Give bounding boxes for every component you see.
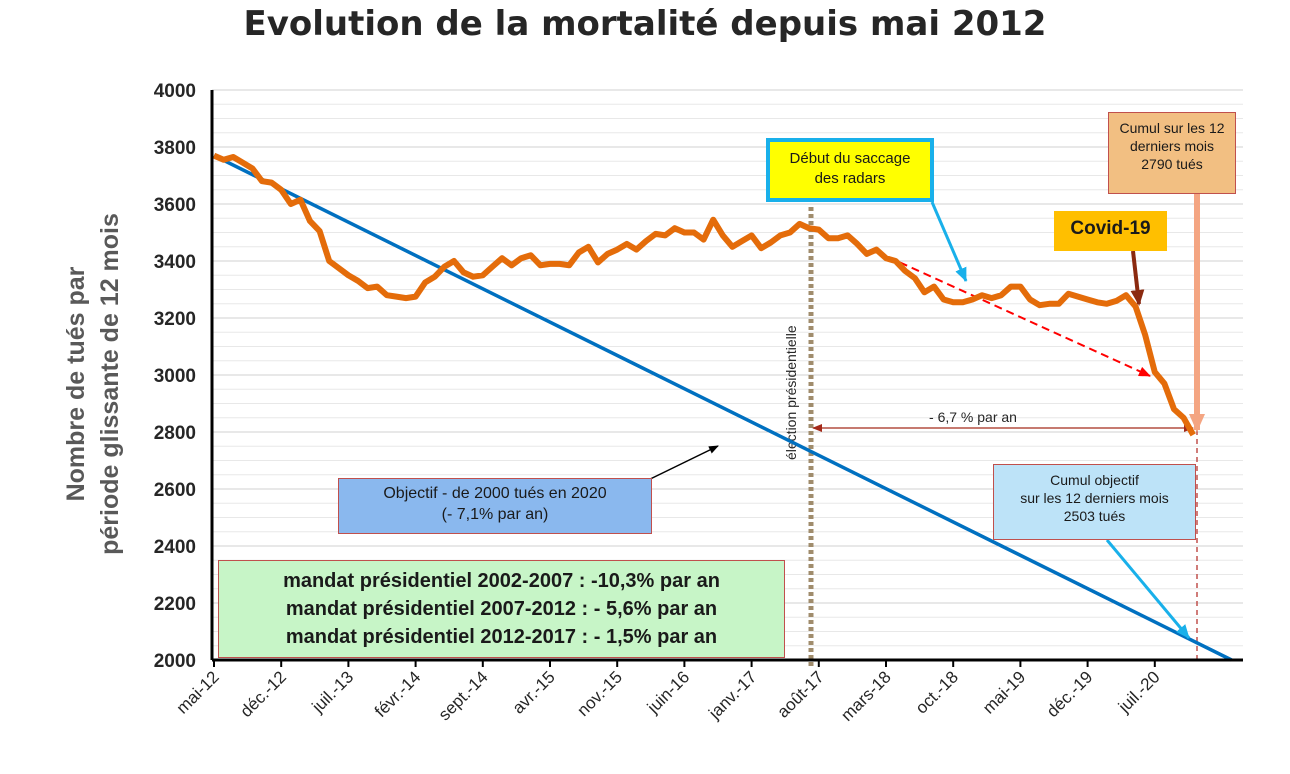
saccage-line1: Début du saccage [789, 150, 911, 167]
y-axis-title-line2: période glissante de 12 mois [96, 213, 124, 555]
mandat-line-3: mandat présidentiel 2012-2017 : - 1,5% p… [285, 626, 718, 648]
y-tick-labels: 4000 3800 3600 3400 3200 3000 2800 2600 2400 2200… [154, 81, 196, 672]
mandats-annotation: mandat présidentiel 2002-2007 : -10,3% p… [218, 560, 785, 658]
y-tick-label: 2000 [154, 651, 196, 672]
cumul12-line1: Cumul sur les 12 [1119, 120, 1225, 136]
election-label: élection présidentielle [783, 325, 799, 460]
objectif-annotation: Objectif - de 2000 tués en 2020 (- 7,1% … [338, 478, 652, 534]
covid-annotation: Covid-19 [1054, 211, 1167, 251]
x-tick-label: juil.-13 [308, 667, 358, 717]
objectif-line2: (- 7,1% par an) [441, 505, 549, 523]
x-tick-label: janv.-17 [704, 667, 760, 723]
cumul12-line2: derniers mois [1129, 138, 1215, 155]
chart-title: Evolution de la mortalité depuis mai 201… [243, 4, 1047, 44]
objcumul-line2: sur les 12 derniers mois [1020, 490, 1169, 507]
x-tick-label: mai-19 [979, 667, 1029, 717]
saccage-arrow [930, 201, 968, 282]
covid-arrow [1130, 250, 1145, 306]
saccage-line2: des radars [814, 169, 886, 187]
x-tick-label: juil.-20 [1114, 667, 1164, 717]
x-tick-label: avr.-15 [509, 667, 559, 717]
series-line-mortalite [212, 152, 1196, 437]
y-axis-title: Nombre de tués par [62, 266, 90, 501]
x-tick-label: févr.-14 [371, 667, 425, 721]
y-tick-label: 2400 [154, 537, 196, 558]
objcumul-annotation: Cumul objectif sur les 12 derniers mois … [993, 464, 1196, 540]
y-tick-label: 3800 [154, 138, 196, 159]
x-tick-label: août-17 [773, 667, 827, 721]
saccage-annotation: Début du saccage des radars [766, 138, 934, 202]
cumul12-annotation: Cumul sur les 12 derniers mois 2790 tués [1108, 112, 1236, 194]
y-tick-label: 2200 [154, 594, 196, 615]
mandat-line-2: mandat présidentiel 2007-2012 : - 5,6% p… [285, 598, 718, 620]
x-tick-labels: mai-12 déc.-12 juil.-13 févr.-14 sept.-14 avr… [173, 660, 1164, 725]
mandat-line-1: mandat présidentiel 2002-2007 : -10,3% p… [283, 570, 720, 592]
y-tick-label: 3400 [154, 252, 196, 273]
y-tick-label: 3200 [154, 309, 196, 330]
y-tick-label: 3600 [154, 195, 196, 216]
objcumul-line1: Cumul objectif [1050, 472, 1139, 488]
x-tick-label: nov.-15 [573, 667, 626, 720]
rate-label: - 6,7 % par an [929, 409, 1017, 425]
x-tick-label: déc.-19 [1043, 667, 1097, 721]
objectif-arrow [639, 445, 719, 485]
x-tick-label: déc.-12 [236, 667, 290, 721]
objectif-line1: Objectif - de 2000 tués en 2020 [383, 485, 607, 502]
x-tick-label: juin-16 [643, 667, 693, 717]
y-tick-label: 3000 [154, 366, 196, 387]
y-tick-label: 4000 [154, 81, 196, 102]
x-tick-label: sept.-14 [435, 667, 492, 724]
objcumul-line3: 2503 tués [1063, 508, 1126, 525]
objcumul-arrow [1105, 539, 1191, 639]
trend-arrow [887, 256, 1151, 377]
x-tick-label: oct.-18 [912, 667, 962, 717]
y-tick-label: 2800 [154, 423, 196, 444]
cumul12-line3: 2790 tués [1141, 156, 1203, 173]
x-tick-label: mars-18 [837, 667, 895, 725]
y-tick-label: 2600 [154, 480, 196, 501]
x-tick-label: mai-12 [173, 667, 223, 717]
series-line-objectif [213, 153, 1233, 662]
